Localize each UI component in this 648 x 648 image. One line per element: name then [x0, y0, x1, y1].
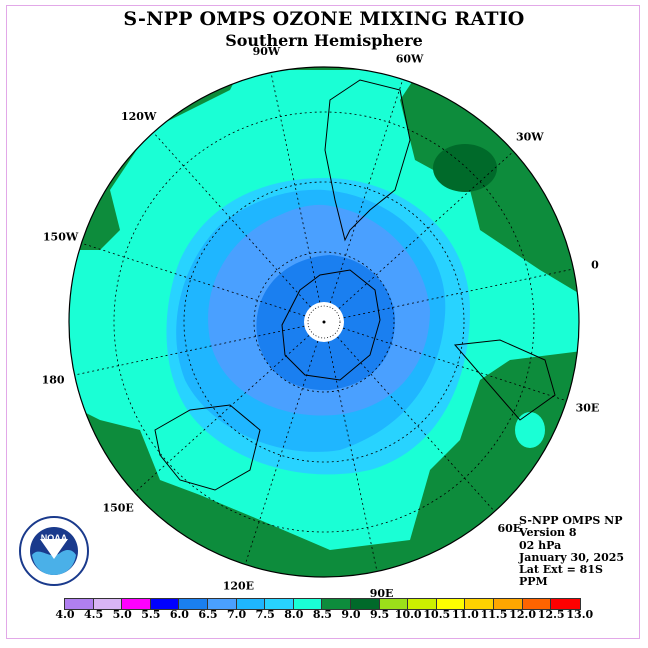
- info-version: Version 8: [519, 526, 577, 540]
- map-boundary: [68, 66, 580, 578]
- latitude-circle-inner: [307, 305, 341, 339]
- colorbar-swatch: [350, 599, 380, 609]
- colorbar-tick-label: 8.5: [312, 608, 332, 621]
- colorbar-swatch: [436, 599, 466, 609]
- colorbar-swatch: [408, 599, 437, 609]
- region-9.0-9.5: [433, 144, 497, 192]
- chart-title: S-NPP OMPS OZONE MIXING RATIO: [123, 8, 525, 30]
- colorbar-swatch: [150, 599, 180, 609]
- longitude-label: 180: [42, 374, 65, 387]
- info-product: S-NPP OMPS NP: [519, 514, 623, 527]
- colorbar-swatch: [236, 599, 266, 609]
- colorbar-tick-label: 5.5: [141, 608, 161, 621]
- antarctica-coastline: [281, 269, 381, 381]
- colorbar-swatch: [522, 599, 552, 609]
- longitude-label: 30W: [516, 131, 544, 144]
- longitude-label: 120W: [121, 110, 157, 123]
- colorbar-tick-label: 11.5: [480, 608, 508, 621]
- colorbar-tick-label: 8.0: [284, 608, 304, 621]
- longitude-label: 90W: [253, 45, 281, 58]
- colorbar-swatch: [493, 599, 523, 609]
- colorbar-tick-label: 6.5: [198, 608, 218, 621]
- longitude-label: 30E: [576, 402, 600, 415]
- latitude-circle: [113, 111, 535, 533]
- colorbar-tick-label: 5.0: [112, 608, 132, 621]
- colorbar-swatch: [207, 599, 237, 609]
- noaa-logo: NOAA: [19, 516, 89, 586]
- colorbar-tick-label: 4.0: [55, 608, 75, 621]
- colorbar-ticks: 4.0 4.5 5.0 5.5 6.0 6.5 7.0 7.5 8.0 8.5 9.0 9.5 10.0…: [0, 608, 648, 624]
- colorbar-swatch: [465, 599, 494, 609]
- colorbar-tick-label: 10.0: [394, 608, 422, 621]
- info-date: January 30, 2025: [519, 550, 625, 564]
- colorbar-swatch: [179, 599, 208, 609]
- colorbar-swatch: [65, 599, 94, 609]
- africa-coastline: [453, 339, 556, 421]
- colorbar-tick-label: 10.5: [423, 608, 451, 621]
- colorbar-swatch: [322, 599, 351, 609]
- noaa-logo-text: NOAA: [41, 533, 68, 543]
- figure-frame: [6, 5, 640, 639]
- longitude-label: 150E: [102, 501, 133, 514]
- colorbar-tick-label: 9.5: [370, 608, 390, 621]
- colorbar-swatch: [293, 599, 323, 609]
- colorbar-tick-label: 9.0: [341, 608, 361, 621]
- latitude-circle: [253, 251, 395, 393]
- longitude-label: 90E: [370, 587, 394, 600]
- patch-30E: [515, 412, 545, 448]
- info-panel: S-NPP OMPS NP Version 8 02 hPa January 3…: [519, 514, 625, 589]
- south-pole-marker: [322, 320, 326, 324]
- info-units: PPM: [519, 575, 548, 589]
- colorbar-tick-label: 6.0: [169, 608, 189, 621]
- longitude-label: 60W: [396, 53, 424, 66]
- chart-subtitle: Southern Hemisphere: [225, 31, 423, 50]
- colorbar-tick-label: 12.5: [537, 608, 565, 621]
- info-level: 02 hPa: [519, 538, 562, 552]
- colorbar-swatch: [265, 599, 294, 609]
- longitude-label: 120E: [223, 579, 254, 592]
- colorbar-swatch: [379, 599, 409, 609]
- colorbar-tick-label: 13.0: [566, 608, 594, 621]
- south-america-coastline: [324, 79, 411, 242]
- latitude-circle: [183, 181, 465, 463]
- colorbar-swatch: [93, 599, 123, 609]
- longitude-label: 150W: [43, 230, 79, 243]
- colorbar: [64, 598, 581, 610]
- info-lat-ext: Lat Ext = 81S: [519, 563, 603, 577]
- colorbar-tick-label: 4.5: [84, 608, 104, 621]
- colorbar-tick-label: 7.0: [227, 608, 247, 621]
- colorbar-tick-label: 12.0: [509, 608, 536, 621]
- colorbar-swatch: [122, 599, 151, 609]
- longitude-label: 60E: [497, 522, 521, 535]
- colorbar-tick-label: 7.5: [255, 608, 275, 621]
- colorbar-tick-label: 11.0: [451, 608, 479, 621]
- colorbar-swatch: [551, 599, 580, 609]
- longitude-label: 0: [591, 258, 599, 271]
